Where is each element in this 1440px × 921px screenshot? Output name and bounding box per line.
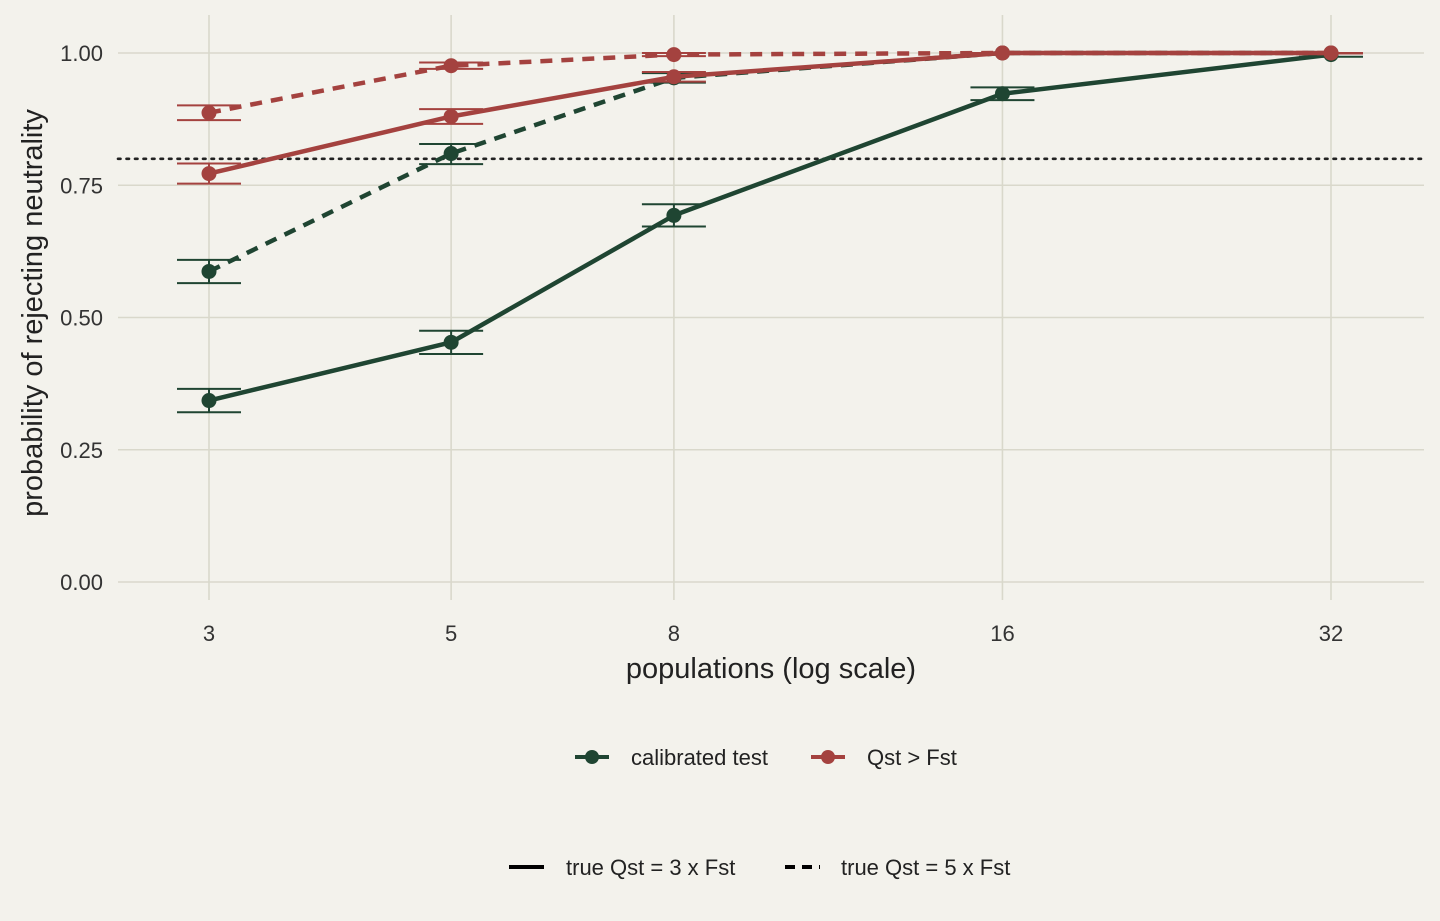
data-point	[666, 69, 682, 85]
legend-label-qst-fst: Qst > Fst	[867, 745, 957, 770]
legend-key-point-calibrated	[585, 750, 599, 764]
legend-label-true-qst-5: true Qst = 5 x Fst	[841, 855, 1010, 880]
data-point	[201, 166, 217, 182]
data-point	[666, 207, 682, 223]
data-point	[443, 108, 459, 124]
data-point	[994, 45, 1010, 61]
x-axis-title: populations (log scale)	[626, 653, 916, 685]
series-layer	[177, 45, 1363, 414]
legend-item-calibrated-test: calibrated test	[575, 745, 768, 770]
linetype-legend: true Qst = 3 x Fst true Qst = 5 x Fst	[509, 855, 1010, 880]
data-point	[201, 263, 217, 279]
legend-item-qst-fst: Qst > Fst	[811, 745, 957, 770]
legend-label-true-qst-3: true Qst = 3 x Fst	[566, 855, 735, 880]
y-tick-label: 0.00	[60, 570, 103, 595]
axis-labels: 0.00 0.25 0.50 0.75 1.00 3 5 8 16 32	[60, 41, 1343, 646]
legend-item-true-qst-3: true Qst = 3 x Fst	[509, 855, 735, 880]
y-axis-title: probability of rejecting neutrality	[17, 109, 49, 517]
y-tick-label: 1.00	[60, 41, 103, 66]
y-tick-label: 0.50	[60, 306, 103, 331]
y-tick-label: 0.25	[60, 438, 103, 463]
data-point	[443, 334, 459, 350]
y-tick-label: 0.75	[60, 173, 103, 198]
data-point	[201, 393, 217, 409]
data-point	[443, 58, 459, 74]
data-point	[994, 86, 1010, 102]
x-tick-label: 5	[445, 621, 457, 646]
x-tick-label: 8	[668, 621, 680, 646]
legend-item-true-qst-5: true Qst = 5 x Fst	[785, 855, 1010, 880]
color-legend: calibrated test Qst > Fst	[575, 745, 957, 770]
data-point	[666, 47, 682, 63]
x-tick-label: 32	[1319, 621, 1343, 646]
legend-label-calibrated-test: calibrated test	[631, 745, 768, 770]
x-tick-label: 16	[990, 621, 1014, 646]
legend-key-point-qst	[821, 750, 835, 764]
x-tick-label: 3	[203, 621, 215, 646]
data-point	[201, 105, 217, 121]
data-point	[1323, 45, 1339, 61]
series-4	[177, 45, 1363, 122]
data-point	[443, 146, 459, 162]
